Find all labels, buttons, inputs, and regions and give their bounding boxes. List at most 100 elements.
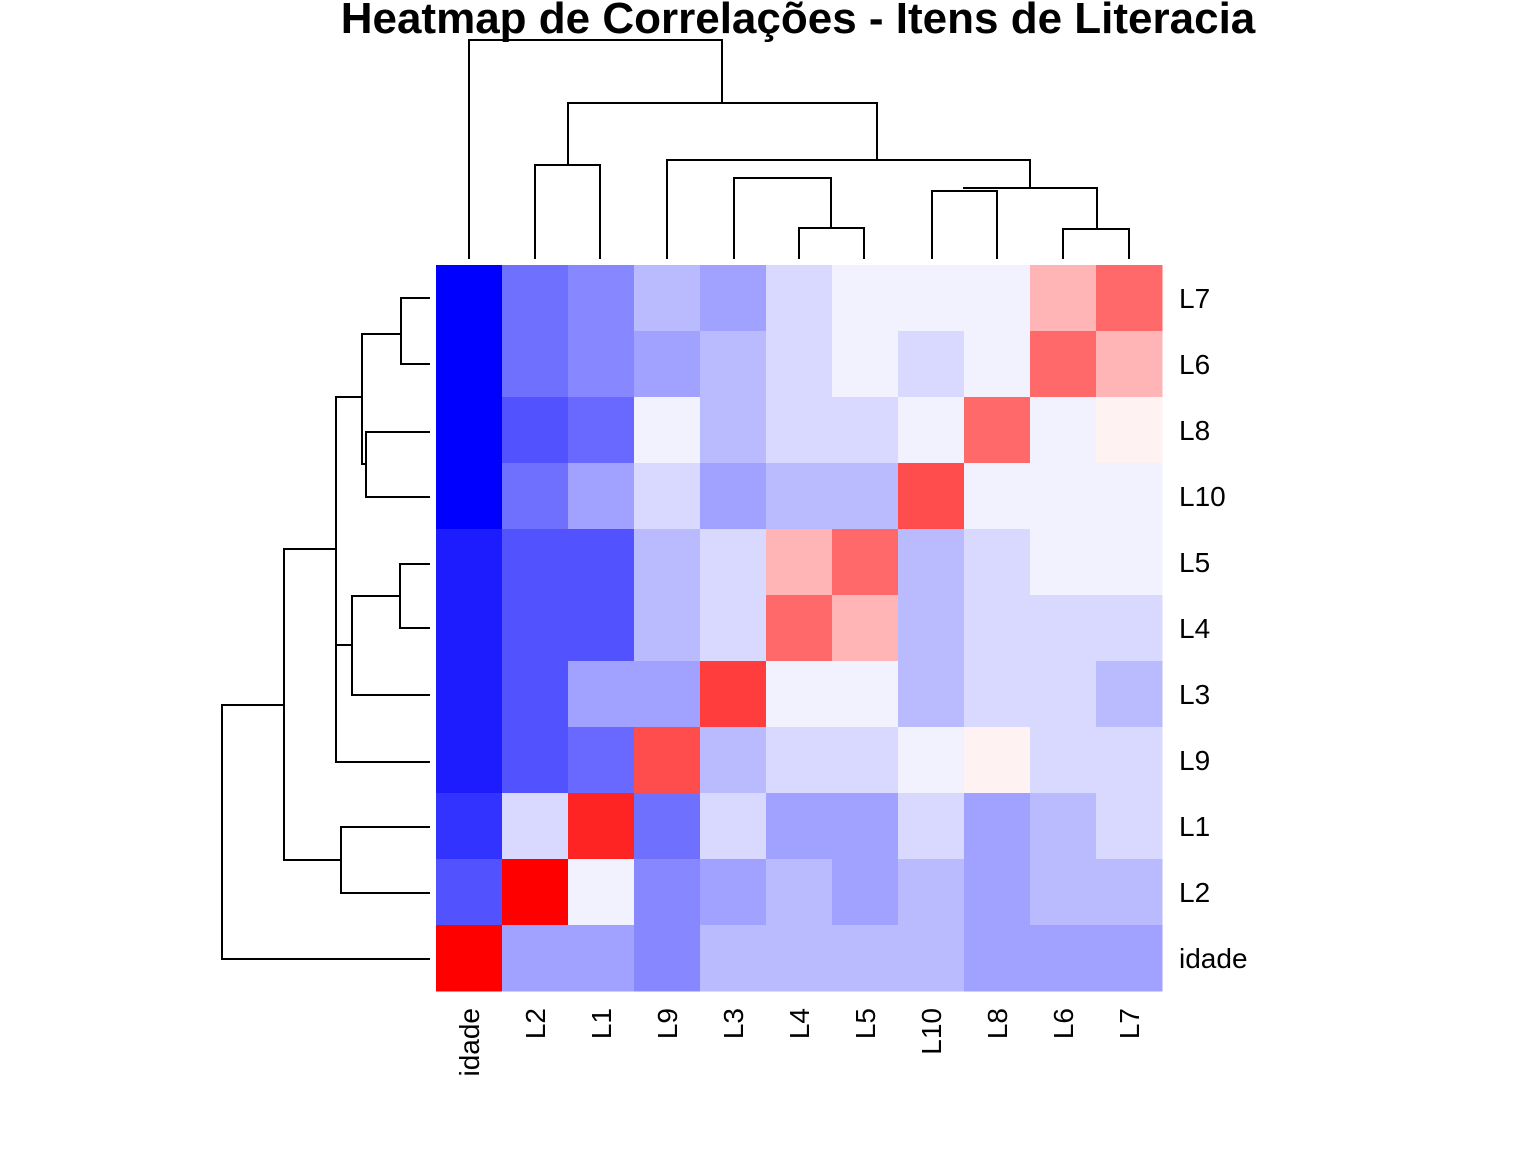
- row-label-L5: L5: [1179, 547, 1210, 578]
- column-label-L10: L10: [916, 1008, 947, 1055]
- column-label-L8: L8: [982, 1008, 1013, 1039]
- heatmap-cell-L9-L3: [700, 727, 767, 794]
- heatmap-cells: [436, 265, 1163, 992]
- column-label-idade: idade: [454, 1008, 485, 1077]
- heatmap-cell-L3-L4: [766, 661, 833, 728]
- heatmap-cell-L10-L3: [700, 463, 767, 530]
- heatmap-cell-L6-idade: [436, 331, 503, 398]
- heatmap-cell-L9-L9: [634, 727, 701, 794]
- heatmap-cell-L5-L1: [568, 529, 635, 596]
- heatmap-cell-L4-L1: [568, 595, 635, 662]
- heatmap-cell-L8-idade: [436, 397, 503, 464]
- heatmap-cell-L8-L5: [832, 397, 899, 464]
- heatmap-cell-L10-L1: [568, 463, 635, 530]
- heatmap-cell-L8-L2: [502, 397, 569, 464]
- heatmap-cell-idade-L5: [832, 925, 899, 992]
- heatmap-cell-L5-L7: [1096, 529, 1163, 596]
- heatmap-cell-L10-L7: [1096, 463, 1163, 530]
- row-label-L3: L3: [1179, 679, 1210, 710]
- row-label-L7: L7: [1179, 283, 1210, 314]
- heatmap-cell-L9-L4: [766, 727, 833, 794]
- heatmap-cell-idade-L7: [1096, 925, 1163, 992]
- heatmap-cell-L2-L6: [1030, 859, 1097, 926]
- heatmap-cell-L10-L8: [964, 463, 1031, 530]
- heatmap-cell-L4-L7: [1096, 595, 1163, 662]
- row-dendrogram: [221, 297, 430, 960]
- heatmap-cell-idade-idade: [436, 925, 503, 992]
- heatmap-cell-L8-L8: [964, 397, 1031, 464]
- heatmap-cell-L8-L4: [766, 397, 833, 464]
- heatmap-cell-L1-L7: [1096, 793, 1163, 860]
- heatmap-cell-L1-L8: [964, 793, 1031, 860]
- heatmap-cell-L3-L5: [832, 661, 899, 728]
- row-label-L10: L10: [1179, 481, 1226, 512]
- heatmap-cell-L10-L2: [502, 463, 569, 530]
- row-label-L1: L1: [1179, 811, 1210, 842]
- heatmap-cell-L9-L2: [502, 727, 569, 794]
- heatmap-cell-L6-L5: [832, 331, 899, 398]
- heatmap-cell-L1-L2: [502, 793, 569, 860]
- column-labels: idade L2 L1 L9 L3 L4 L5 L10 L8 L6 L7: [454, 1008, 1145, 1077]
- heatmap-cell-L2-L5: [832, 859, 899, 926]
- heatmap-cell-L3-L7: [1096, 661, 1163, 728]
- row-label-L4: L4: [1179, 613, 1210, 644]
- heatmap-cell-L9-L10: [898, 727, 965, 794]
- heatmap-cell-L9-L6: [1030, 727, 1097, 794]
- heatmap-cell-L3-L8: [964, 661, 1031, 728]
- column-label-L3: L3: [718, 1008, 749, 1039]
- heatmap-cell-L7-L1: [568, 265, 635, 332]
- heatmap-cell-L8-L10: [898, 397, 965, 464]
- column-label-L5: L5: [850, 1008, 881, 1039]
- row-label-idade: idade: [1179, 943, 1248, 974]
- heatmap-cell-L4-L10: [898, 595, 965, 662]
- heatmap-cell-L2-L10: [898, 859, 965, 926]
- heatmap-cell-L4-L4: [766, 595, 833, 662]
- column-label-L6: L6: [1048, 1008, 1079, 1039]
- column-label-L9: L9: [652, 1008, 683, 1039]
- heatmap-cell-L4-L6: [1030, 595, 1097, 662]
- heatmap-cell-L5-idade: [436, 529, 503, 596]
- row-label-L9: L9: [1179, 745, 1210, 776]
- heatmap-cell-L4-L5: [832, 595, 899, 662]
- heatmap-cell-L7-L4: [766, 265, 833, 332]
- heatmap-cell-L8-L1: [568, 397, 635, 464]
- heatmap-cell-L8-L3: [700, 397, 767, 464]
- heatmap-cell-L3-L6: [1030, 661, 1097, 728]
- row-labels: L7 L6 L8 L10 L5 L4 L3 L9 L1 L2 idade: [1179, 283, 1248, 974]
- heatmap-cell-L3-L9: [634, 661, 701, 728]
- heatmap-cell-L7-L9: [634, 265, 701, 332]
- heatmap-cell-L2-L9: [634, 859, 701, 926]
- heatmap-cell-L4-L2: [502, 595, 569, 662]
- heatmap-cell-L6-L4: [766, 331, 833, 398]
- heatmap-cell-idade-L2: [502, 925, 569, 992]
- heatmap-cell-L3-L10: [898, 661, 965, 728]
- heatmap-cell-L6-L1: [568, 331, 635, 398]
- heatmap-cell-L2-L1: [568, 859, 635, 926]
- heatmap-cell-L4-idade: [436, 595, 503, 662]
- heatmap-cell-L5-L5: [832, 529, 899, 596]
- heatmap-cell-L8-L9: [634, 397, 701, 464]
- heatmap-cell-L3-L1: [568, 661, 635, 728]
- heatmap-cell-L1-idade: [436, 793, 503, 860]
- heatmap-cell-L6-L3: [700, 331, 767, 398]
- heatmap-cell-L7-L5: [832, 265, 899, 332]
- heatmap-cell-L5-L9: [634, 529, 701, 596]
- heatmap-cell-L5-L8: [964, 529, 1031, 596]
- heatmap-cell-idade-L10: [898, 925, 965, 992]
- heatmap-cell-L8-L6: [1030, 397, 1097, 464]
- heatmap-cell-L5-L4: [766, 529, 833, 596]
- heatmap-cell-L5-L3: [700, 529, 767, 596]
- heatmap-cell-L1-L5: [832, 793, 899, 860]
- column-label-L2: L2: [520, 1008, 551, 1039]
- chart-title: Heatmap de Correlações - Itens de Litera…: [341, 0, 1256, 43]
- heatmap-cell-L2-L8: [964, 859, 1031, 926]
- heatmap-cell-L10-L9: [634, 463, 701, 530]
- heatmap-cell-L5-L10: [898, 529, 965, 596]
- heatmap-cell-L4-L8: [964, 595, 1031, 662]
- column-label-L1: L1: [586, 1008, 617, 1039]
- heatmap-cell-L10-L5: [832, 463, 899, 530]
- heatmap-cell-L7-L7: [1096, 265, 1163, 332]
- heatmap-cell-L5-L2: [502, 529, 569, 596]
- heatmap-cell-idade-L9: [634, 925, 701, 992]
- heatmap-cell-L1-L3: [700, 793, 767, 860]
